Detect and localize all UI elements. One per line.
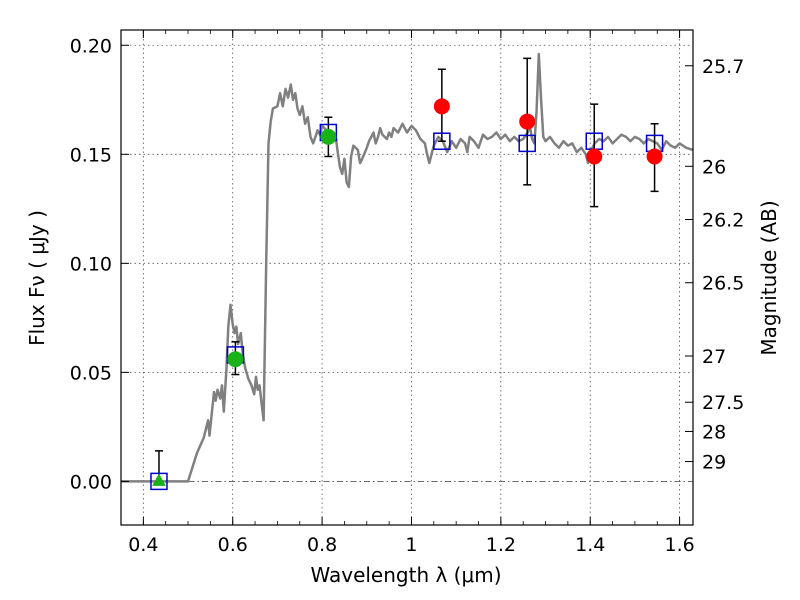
green-circle-marker [320, 128, 337, 145]
red-circle-marker [586, 148, 603, 165]
green-triangle-marker [152, 473, 166, 486]
x-tick-label: 1.4 [575, 534, 605, 556]
mag-tick-label: 26 [702, 156, 726, 178]
green-circle-marker [227, 351, 244, 368]
red-circle-marker [646, 148, 663, 165]
model-square-marker [518, 134, 536, 153]
x-tick-label: 1.6 [664, 534, 694, 556]
mag-tick-label: 26.5 [702, 273, 744, 295]
y-tick-label: 0.00 [70, 471, 112, 493]
y-tick-label: 0.10 [70, 253, 112, 275]
mag-tick-label: 26.2 [702, 209, 744, 231]
data-layer [121, 52, 694, 491]
x-tick-label: 1.2 [486, 534, 516, 556]
x-axis-label: Wavelength λ (μm) [310, 563, 501, 587]
mag-tick-label: 27.5 [702, 392, 744, 414]
y-tick-label: 0.15 [70, 144, 112, 166]
mag-tick-label: 29 [702, 452, 726, 474]
mag-tick-label: 27 [702, 346, 726, 368]
y-axis-label-right: Magnitude (AB) [757, 200, 781, 355]
red-circle-marker [519, 113, 536, 130]
grid-lines [121, 30, 693, 525]
mag-tick-label: 25.7 [702, 56, 744, 78]
y-axis-label: Flux Fν ( μJy ) [25, 210, 49, 346]
red-circle-marker [433, 98, 450, 115]
y-tick-label: 0.20 [70, 35, 112, 57]
x-tick-label: 0.4 [128, 534, 158, 556]
plot-background [121, 30, 693, 525]
y-tick-label: 0.05 [70, 362, 112, 384]
mag-tick-label: 28 [702, 421, 726, 443]
sed-line [121, 52, 694, 483]
x-tick-label: 0.6 [218, 534, 248, 556]
x-tick-label: 0.8 [307, 534, 337, 556]
x-tick-label: 1 [405, 534, 417, 556]
axis-ticks: 0.4 0.6 0.8 1 1.2 1.4 1.6 0.00 0.05 0.10 0.15 0.20 2… [70, 30, 744, 556]
plot-frame [120, 29, 694, 526]
model-square-marker [433, 132, 451, 150]
